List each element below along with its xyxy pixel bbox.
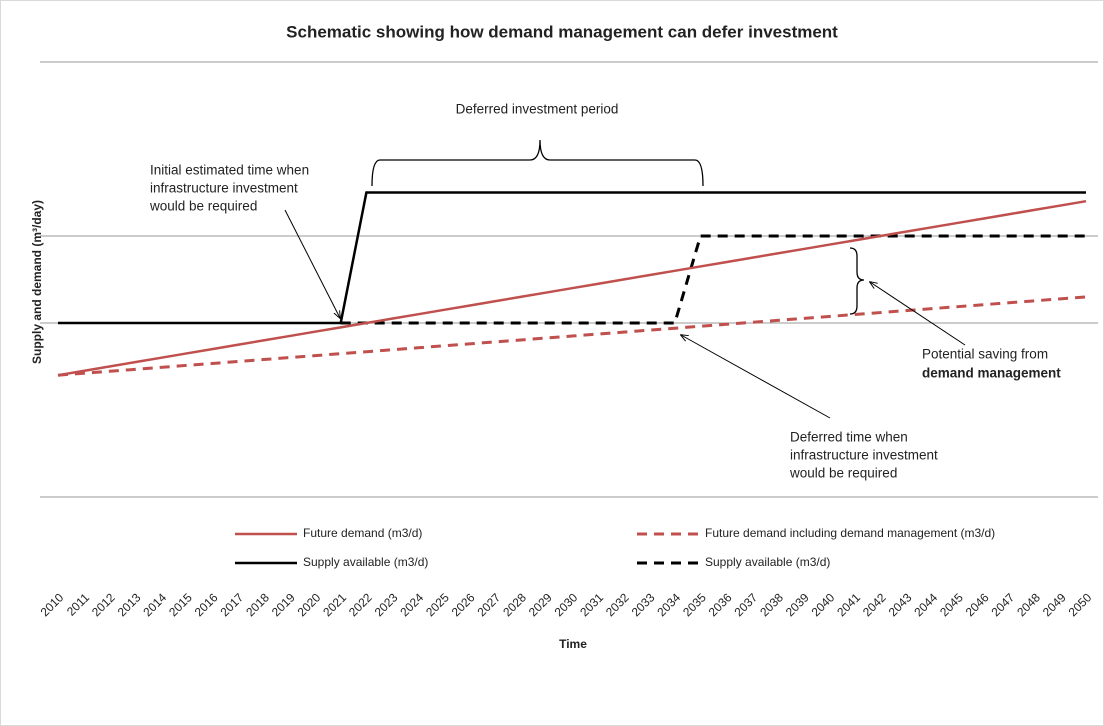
chart-title: Schematic showing how demand management … [286, 22, 838, 41]
annotation: infrastructure investment [150, 181, 298, 196]
annotation: Potential saving from [922, 347, 1048, 362]
annotation: Initial estimated time when [150, 163, 309, 178]
series-line [57, 295, 1087, 377]
y-axis-label: Supply and demand (m³/day) [30, 200, 44, 364]
x-axis-label: Time [559, 637, 587, 651]
legend-label: Future demand including demand managemen… [705, 526, 995, 540]
arrow [284, 209, 340, 318]
series-line [340, 234, 1086, 325]
annotation: infrastructure investment [790, 448, 938, 463]
arrow [681, 335, 831, 419]
annotation: Deferred investment period [456, 102, 619, 117]
brace-saving [849, 247, 865, 315]
series-line [58, 191, 1086, 325]
legend-label: Supply available (m3/d) [303, 555, 428, 569]
series-line [57, 199, 1087, 377]
legend-label: Future demand (m3/d) [303, 526, 422, 540]
annotation: would be required [789, 466, 897, 481]
annotation: would be required [149, 199, 257, 214]
legend-label: Supply available (m3/d) [705, 555, 830, 569]
annotation: Deferred time when [790, 430, 908, 445]
annotation: demand management [922, 366, 1061, 381]
arrow [870, 282, 966, 346]
brace-deferred-period [371, 139, 704, 187]
